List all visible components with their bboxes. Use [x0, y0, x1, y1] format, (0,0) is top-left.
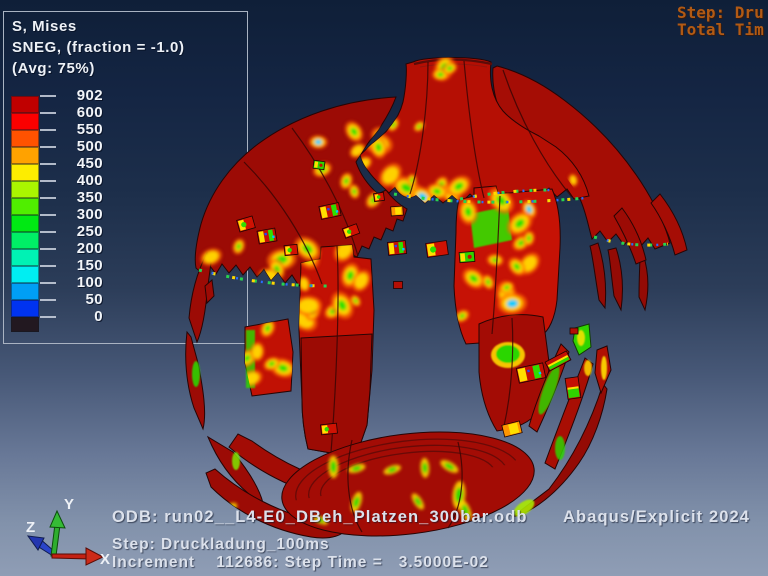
- legend-avg: (Avg: 75%): [12, 60, 95, 77]
- legend-tick: [40, 299, 56, 301]
- axis-triad-icon: Y Z X: [26, 496, 110, 568]
- legend-value: 902: [76, 87, 103, 104]
- bottom-cap-fragment: [281, 431, 535, 537]
- status-block: Step: Dru Total Tim: [677, 4, 764, 38]
- legend-value: 150: [76, 257, 103, 274]
- debris-piece: [386, 240, 408, 256]
- debris-piece: [425, 240, 449, 258]
- legend-color-box: [11, 300, 39, 317]
- x-axis-arrow: [51, 547, 105, 566]
- legend-value: 350: [76, 189, 103, 206]
- debris-piece: [341, 223, 361, 239]
- debris-piece: [320, 422, 338, 436]
- legend-tick: [40, 282, 56, 284]
- legend-tick: [40, 231, 56, 233]
- legend-title: S, Mises: [12, 18, 77, 35]
- legend-tick: [40, 95, 56, 97]
- legend-tick: [40, 112, 56, 114]
- legend-color-box: [11, 130, 39, 147]
- product-version: Abaqus/Explicit 2024: [563, 508, 751, 526]
- debris-piece: [569, 327, 579, 335]
- stress-mottle-cluster: [313, 455, 472, 525]
- legend-value: 50: [85, 291, 103, 308]
- legend-subtitle: SNEG, (fraction = -1.0): [12, 39, 185, 56]
- debris-piece: [390, 205, 404, 217]
- legend-value: 0: [94, 308, 103, 325]
- debris-piece: [256, 227, 278, 245]
- legend-color-box: [11, 283, 39, 300]
- legend-value: 300: [76, 206, 103, 223]
- odb-title: ODB: run02__L4-E0_DBeh_Platzen_300bar.od…: [112, 508, 528, 526]
- mesh-lines: [243, 60, 573, 533]
- fracture-fringe: [198, 188, 669, 288]
- debris-piece: [318, 202, 342, 220]
- legend-tick: [40, 265, 56, 267]
- legend-tick: [40, 180, 56, 182]
- debris-piece: [564, 376, 582, 400]
- legend-value: 400: [76, 172, 103, 189]
- legend-value: 450: [76, 155, 103, 172]
- legend-color-box: [11, 113, 39, 130]
- legend-tick: [40, 214, 56, 216]
- debris-piece: [544, 350, 572, 372]
- stress-contour-patches: [192, 206, 607, 517]
- stress-mottle-cluster: [432, 57, 458, 81]
- legend-tick: [40, 316, 56, 318]
- legend-value: 500: [76, 138, 103, 155]
- legend-value: 550: [76, 121, 103, 138]
- debris-piece: [458, 250, 476, 264]
- stress-mottle-cluster: [454, 187, 540, 323]
- legend-color-box: [11, 198, 39, 215]
- legend-value: 600: [76, 104, 103, 121]
- legend-colorbar: 902 600 550 500 450 400 350 300 250 200 150 100 50 0: [11, 87, 141, 336]
- legend-color-box: [11, 147, 39, 164]
- legend-tick: [40, 129, 56, 131]
- legend-tick: [40, 248, 56, 250]
- legend-color-box: [11, 232, 39, 249]
- legend-tick: [40, 197, 56, 199]
- debris-piece: [236, 215, 256, 233]
- status-step-line: Step: Dru: [677, 3, 764, 22]
- legend-tick: [40, 146, 56, 148]
- legend-tick: [40, 163, 56, 165]
- legend-color-box: [11, 215, 39, 232]
- debris-piece: [501, 420, 523, 438]
- step-text: Step: Druckladung_100ms: [112, 536, 330, 553]
- legend-color-box: [11, 164, 39, 181]
- debris-piece: [515, 362, 547, 384]
- debris-piece: [312, 159, 326, 171]
- legend-value: 100: [76, 274, 103, 291]
- increment-text: Increment 112686: Step Time = 3.5000E-02: [112, 554, 489, 571]
- legend-value: 250: [76, 223, 103, 240]
- x-axis-label: X: [100, 551, 110, 568]
- debris-piece: [373, 191, 385, 203]
- legend-color-box: [11, 181, 39, 198]
- legend-color-box: [11, 266, 39, 283]
- debris-piece: [393, 281, 403, 289]
- y-axis-arrow: [49, 509, 66, 557]
- legend-color-box: [11, 249, 39, 266]
- legend-panel: S, Mises SNEG, (fraction = -1.0) (Avg: 7…: [3, 11, 248, 344]
- legend-value: 200: [76, 240, 103, 257]
- debris-piece: [283, 243, 299, 257]
- z-axis-label: Z: [26, 519, 35, 536]
- legend-belowmin-box: [11, 317, 39, 332]
- status-time-line: Total Tim: [677, 20, 764, 39]
- y-axis-label: Y: [64, 496, 74, 513]
- legend-color-box: [11, 96, 39, 113]
- debris-fragments: [236, 159, 582, 438]
